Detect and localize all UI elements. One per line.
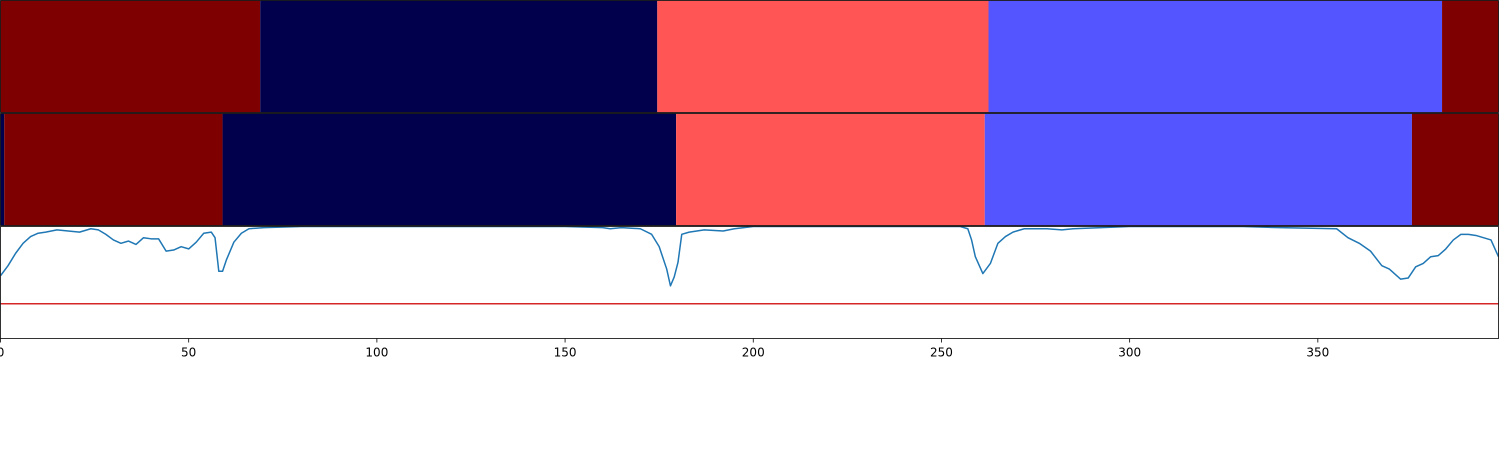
panel-frame — [0, 226, 1499, 339]
segment-2 — [657, 0, 989, 113]
x-axis: 0 50 100 150 200 250 300 350 — [0, 338, 1329, 360]
x-tick-label: 300 — [1118, 346, 1141, 360]
confidence-series-line — [0, 226, 1499, 287]
segment-1 — [4, 113, 223, 226]
segment-0 — [0, 113, 5, 226]
segment-1 — [260, 0, 658, 113]
x-tick-label: 50 — [181, 346, 196, 360]
x-tick-label: 150 — [554, 346, 577, 360]
x-tick-label: 200 — [742, 346, 765, 360]
panel-frame — [0, 0, 1499, 113]
segment-4 — [1442, 0, 1499, 113]
confidence-plot — [0, 226, 1499, 339]
segment-4 — [984, 113, 1412, 226]
x-tick-label: 350 — [1306, 346, 1329, 360]
x-tick-label: 250 — [930, 346, 953, 360]
ground-truth-segment-bar — [0, 0, 1499, 113]
predicted-segment-bar — [0, 113, 1499, 226]
segment-3 — [676, 113, 985, 226]
segment-2 — [222, 113, 677, 226]
segment-3 — [988, 0, 1443, 113]
panel-frame — [0, 113, 1499, 226]
segment-5 — [1411, 113, 1499, 226]
x-tick-label: 100 — [365, 346, 388, 360]
x-tick-label: 0 — [0, 346, 4, 360]
segment-0 — [0, 0, 261, 113]
